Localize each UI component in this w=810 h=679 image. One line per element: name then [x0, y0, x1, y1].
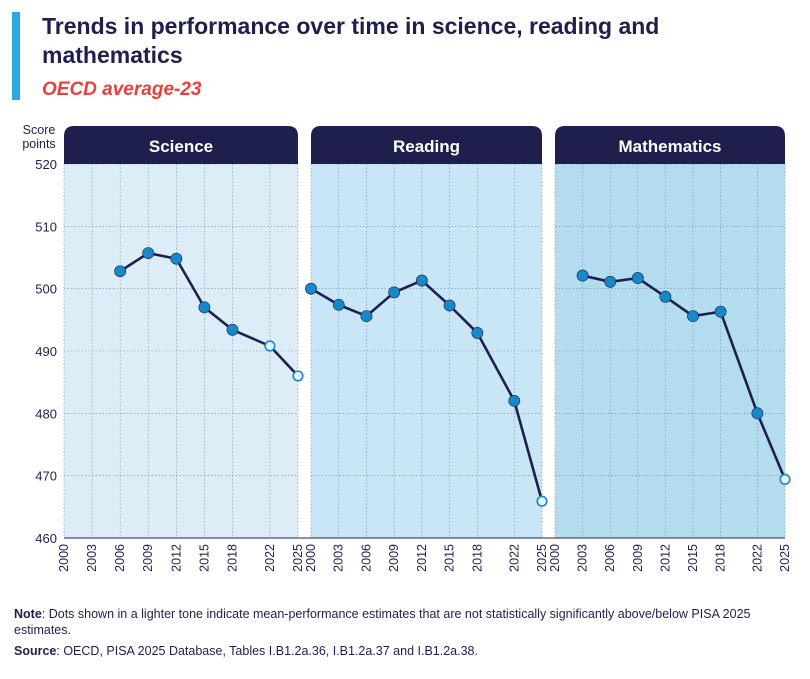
panel-title: Mathematics [619, 137, 722, 156]
data-point [114, 265, 127, 278]
y-tick-label: 500 [35, 282, 57, 297]
x-tick-label: 2000 [548, 544, 562, 572]
chart-source: Source: OECD, PISA 2025 Database, Tables… [14, 643, 794, 659]
x-tick-label: 2003 [332, 544, 346, 572]
y-axis-label: Score points [22, 123, 55, 151]
data-point [443, 299, 456, 312]
data-point [415, 274, 428, 287]
chart-subtitle: OECD average-23 [42, 79, 202, 100]
data-point [687, 310, 699, 322]
data-point [631, 272, 644, 284]
x-tick-label: 2025 [535, 544, 549, 572]
x-tick-label: 2003 [85, 544, 99, 572]
y-tick-label: 510 [35, 219, 57, 234]
panel-title: Science [149, 137, 213, 156]
x-tick-label: 2022 [507, 544, 521, 572]
data-point [779, 473, 791, 486]
x-tick-label: 2006 [113, 544, 127, 572]
data-point [659, 290, 672, 303]
x-tick-label: 2015 [197, 544, 211, 572]
data-point [305, 282, 317, 295]
data-point [714, 305, 727, 318]
x-tick-label: 2009 [387, 544, 401, 572]
x-tick-label: 2018 [225, 544, 239, 572]
source-text: : OECD, PISA 2025 Database, Tables I.B1.… [56, 644, 478, 658]
x-tick-label: 2018 [470, 544, 484, 572]
x-tick-label: 2025 [778, 544, 792, 572]
data-point [508, 394, 521, 407]
accent-bar [12, 12, 20, 100]
x-tick-label: 2015 [686, 544, 700, 572]
chart-title: Trends in performance over time in scien… [42, 13, 660, 68]
y-tick-label: 480 [35, 406, 57, 421]
data-point [292, 370, 304, 382]
panel-header [555, 126, 785, 164]
y-tick-label: 470 [35, 469, 57, 484]
data-point [332, 298, 345, 311]
panel-title: Reading [393, 137, 460, 156]
x-tick-label: 2022 [750, 544, 764, 572]
x-tick-label: 2018 [714, 544, 728, 572]
x-tick-label: 2006 [603, 544, 617, 572]
x-tick-label: 2000 [304, 544, 318, 572]
data-point [576, 269, 589, 282]
data-point [198, 301, 211, 314]
y-tick-label: 460 [35, 531, 57, 546]
x-tick-label: 2025 [291, 544, 305, 572]
x-tick-label: 2012 [415, 544, 429, 572]
note-label: Note [14, 607, 42, 621]
data-point [388, 286, 401, 299]
source-label: Source [14, 644, 57, 658]
x-tick-label: 2015 [443, 544, 457, 572]
note-text: : Dots shown in a lighter tone indicate … [14, 607, 751, 637]
data-point [264, 340, 276, 352]
x-tick-label: 2009 [631, 544, 645, 572]
data-point [536, 495, 548, 507]
y-tick-label: 520 [35, 157, 57, 172]
line-chart: Score points 460 470 480 490 500 510 520 Science 2… [22, 123, 792, 572]
panel-background [555, 164, 785, 538]
x-tick-label: 2012 [658, 544, 672, 572]
x-tick-label: 2012 [169, 544, 183, 572]
data-point [226, 323, 239, 336]
x-tick-label: 2022 [263, 544, 277, 572]
panel-header [311, 126, 542, 164]
x-tick-label: 2003 [576, 544, 590, 572]
x-tick-label: 2006 [359, 544, 373, 572]
data-point [170, 252, 183, 265]
data-point [360, 310, 373, 322]
x-tick-label: 2009 [141, 544, 155, 572]
data-point [751, 407, 764, 420]
data-point [142, 247, 155, 260]
panel-header [64, 126, 298, 164]
x-tick-label: 2000 [57, 544, 71, 572]
y-tick-label: 490 [35, 344, 57, 359]
chart-note: Note: Dots shown in a lighter tone indic… [14, 606, 794, 638]
data-point [471, 327, 484, 339]
data-point [604, 275, 617, 288]
